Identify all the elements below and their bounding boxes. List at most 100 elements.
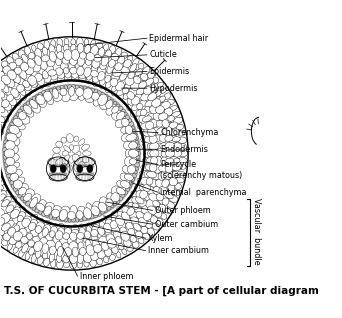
Ellipse shape bbox=[13, 97, 21, 106]
Ellipse shape bbox=[30, 85, 37, 92]
Ellipse shape bbox=[55, 241, 61, 250]
Ellipse shape bbox=[48, 70, 56, 76]
Ellipse shape bbox=[111, 186, 120, 195]
Ellipse shape bbox=[47, 240, 55, 248]
Text: Chlorenchyma: Chlorenchyma bbox=[160, 128, 219, 137]
Ellipse shape bbox=[1, 75, 11, 84]
Ellipse shape bbox=[49, 45, 55, 55]
Ellipse shape bbox=[23, 80, 29, 88]
Ellipse shape bbox=[90, 88, 94, 92]
Ellipse shape bbox=[141, 93, 150, 101]
Ellipse shape bbox=[146, 178, 153, 185]
Ellipse shape bbox=[127, 245, 133, 252]
Ellipse shape bbox=[128, 197, 134, 203]
Ellipse shape bbox=[3, 155, 7, 159]
Ellipse shape bbox=[20, 106, 25, 111]
Ellipse shape bbox=[128, 149, 139, 157]
Ellipse shape bbox=[16, 113, 19, 116]
Ellipse shape bbox=[129, 122, 134, 127]
Ellipse shape bbox=[3, 152, 7, 155]
Ellipse shape bbox=[113, 102, 117, 105]
Ellipse shape bbox=[79, 75, 86, 82]
Ellipse shape bbox=[39, 200, 46, 207]
Ellipse shape bbox=[169, 122, 178, 128]
Ellipse shape bbox=[32, 236, 40, 243]
Ellipse shape bbox=[6, 205, 14, 213]
Ellipse shape bbox=[57, 246, 63, 256]
Ellipse shape bbox=[138, 226, 144, 232]
Ellipse shape bbox=[158, 172, 166, 180]
Ellipse shape bbox=[143, 233, 149, 240]
Ellipse shape bbox=[0, 71, 4, 78]
Ellipse shape bbox=[111, 53, 119, 61]
Ellipse shape bbox=[118, 243, 124, 250]
Ellipse shape bbox=[11, 82, 19, 91]
Ellipse shape bbox=[72, 145, 80, 153]
Ellipse shape bbox=[0, 235, 2, 242]
Ellipse shape bbox=[13, 207, 21, 214]
Ellipse shape bbox=[61, 163, 67, 170]
Ellipse shape bbox=[12, 236, 20, 244]
Ellipse shape bbox=[55, 68, 63, 75]
Ellipse shape bbox=[113, 202, 117, 205]
Ellipse shape bbox=[130, 108, 140, 117]
Ellipse shape bbox=[88, 49, 94, 56]
Ellipse shape bbox=[135, 197, 144, 204]
Ellipse shape bbox=[120, 72, 127, 81]
Ellipse shape bbox=[139, 170, 149, 179]
Ellipse shape bbox=[67, 211, 76, 219]
Ellipse shape bbox=[156, 218, 163, 225]
Ellipse shape bbox=[63, 233, 69, 239]
Ellipse shape bbox=[97, 251, 105, 259]
Ellipse shape bbox=[92, 225, 100, 233]
Ellipse shape bbox=[101, 242, 108, 251]
Ellipse shape bbox=[124, 174, 133, 180]
Ellipse shape bbox=[121, 231, 129, 241]
Ellipse shape bbox=[59, 46, 66, 56]
Ellipse shape bbox=[3, 103, 12, 111]
Ellipse shape bbox=[22, 218, 30, 227]
Ellipse shape bbox=[140, 185, 146, 191]
Ellipse shape bbox=[31, 229, 38, 237]
Ellipse shape bbox=[70, 261, 77, 269]
Ellipse shape bbox=[111, 215, 119, 224]
Text: Vascular  bundle: Vascular bundle bbox=[252, 198, 261, 265]
Ellipse shape bbox=[31, 70, 38, 78]
Ellipse shape bbox=[122, 202, 130, 209]
Ellipse shape bbox=[49, 246, 56, 254]
Ellipse shape bbox=[123, 113, 127, 116]
Ellipse shape bbox=[82, 156, 89, 163]
Ellipse shape bbox=[106, 80, 113, 88]
Ellipse shape bbox=[8, 196, 16, 204]
Ellipse shape bbox=[162, 191, 169, 199]
Ellipse shape bbox=[149, 106, 158, 114]
Ellipse shape bbox=[71, 85, 76, 90]
Ellipse shape bbox=[49, 214, 53, 219]
Ellipse shape bbox=[135, 184, 143, 192]
Ellipse shape bbox=[143, 86, 152, 95]
Ellipse shape bbox=[124, 157, 133, 166]
Ellipse shape bbox=[79, 217, 83, 221]
Ellipse shape bbox=[43, 73, 51, 83]
Text: Outer cambium: Outer cambium bbox=[155, 220, 218, 229]
Ellipse shape bbox=[132, 196, 139, 204]
Ellipse shape bbox=[100, 81, 106, 89]
Ellipse shape bbox=[134, 137, 139, 140]
Ellipse shape bbox=[150, 84, 158, 91]
Ellipse shape bbox=[127, 234, 133, 242]
Ellipse shape bbox=[74, 136, 79, 142]
Ellipse shape bbox=[115, 118, 126, 128]
Ellipse shape bbox=[163, 127, 172, 135]
Ellipse shape bbox=[15, 58, 23, 66]
Ellipse shape bbox=[9, 178, 12, 181]
Ellipse shape bbox=[169, 106, 177, 110]
Ellipse shape bbox=[25, 46, 31, 56]
Ellipse shape bbox=[26, 56, 31, 64]
Ellipse shape bbox=[35, 94, 39, 99]
Ellipse shape bbox=[25, 84, 31, 91]
Ellipse shape bbox=[140, 129, 148, 135]
Ellipse shape bbox=[115, 63, 122, 71]
Ellipse shape bbox=[35, 226, 42, 233]
Ellipse shape bbox=[40, 59, 47, 70]
Ellipse shape bbox=[49, 231, 55, 237]
